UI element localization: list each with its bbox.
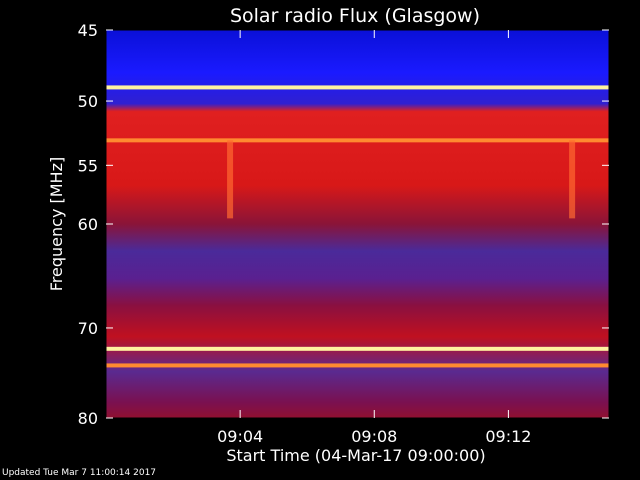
updated-timestamp: Updated Tue Mar 7 11:00:14 2017 (2, 468, 157, 478)
y-tick-label: 55 (78, 156, 98, 175)
y-tick-label: 60 (78, 215, 98, 234)
emission-line (106, 85, 609, 90)
time-mark (569, 140, 576, 219)
time-marks (227, 140, 576, 219)
x-axis-label: Start Time (04-Mar-17 09:00:00) (226, 446, 485, 465)
plot-area (106, 30, 609, 418)
emission-line (106, 363, 609, 368)
x-tick-label: 09:08 (351, 427, 397, 446)
chart-title: Solar radio Flux (Glasgow) (230, 5, 480, 27)
y-axis-label: Frequency [MHz] (47, 157, 66, 291)
y-tick-label: 70 (78, 319, 98, 338)
y-axis: 45 50 55 60 70 80 (78, 21, 609, 428)
x-axis: 09:04 09:08 09:12 (217, 30, 531, 446)
y-tick-label: 50 (78, 92, 98, 111)
x-tick-label: 09:04 (217, 427, 263, 446)
emission-line (106, 138, 609, 143)
y-tick-label: 80 (78, 409, 98, 428)
y-tick-label: 45 (78, 21, 98, 40)
x-tick-label: 09:12 (485, 427, 531, 446)
emission-lines (106, 85, 609, 368)
emission-line (106, 346, 609, 351)
time-mark (227, 140, 234, 219)
